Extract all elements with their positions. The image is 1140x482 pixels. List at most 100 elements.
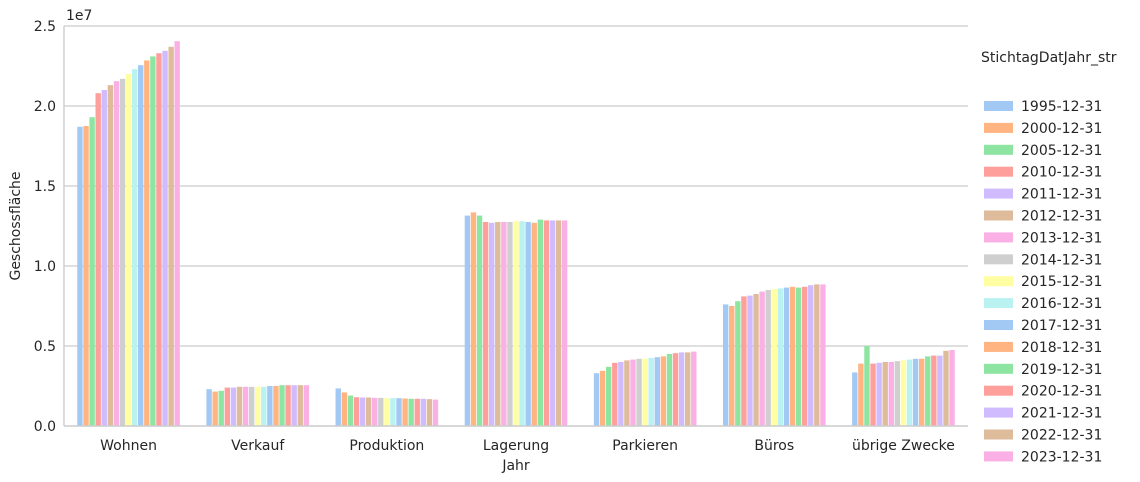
bar <box>414 398 420 426</box>
bar <box>489 222 495 426</box>
bar <box>131 69 138 426</box>
x-tick-label: Lagerung <box>483 438 549 454</box>
bar <box>279 385 285 426</box>
y-tick-label: 0.0 <box>34 419 56 435</box>
bar <box>648 358 654 426</box>
bar <box>101 90 107 426</box>
bar <box>900 360 907 426</box>
legend-entry: 2016-12-31 <box>1021 296 1102 312</box>
y-tick-label: 2.5 <box>34 19 56 35</box>
bar <box>777 288 784 426</box>
bar <box>937 355 943 426</box>
bar <box>722 304 729 426</box>
bar <box>168 46 174 427</box>
bar <box>931 355 937 426</box>
legend-entry: 2022-12-31 <box>1021 428 1102 444</box>
bar <box>464 215 471 426</box>
bar <box>212 391 218 426</box>
bar <box>255 386 261 426</box>
bar <box>888 362 894 426</box>
bar <box>870 363 876 426</box>
bar <box>426 399 433 426</box>
bars <box>77 41 955 427</box>
bar <box>248 386 255 426</box>
bar <box>549 220 556 426</box>
legend-swatch <box>984 385 1013 396</box>
bar <box>144 60 150 427</box>
legend-entry: 2014-12-31 <box>1021 252 1102 268</box>
x-tick-label: übrige Zwecke <box>852 438 955 454</box>
bar <box>771 289 777 426</box>
bar <box>624 360 630 426</box>
bar <box>218 390 224 426</box>
bar <box>858 363 864 426</box>
bar <box>654 357 660 426</box>
bar <box>495 222 501 426</box>
bar <box>759 291 765 426</box>
bar <box>89 117 95 426</box>
legend-swatch <box>984 341 1013 352</box>
bar <box>531 222 537 426</box>
bar <box>795 287 802 426</box>
bar <box>353 397 360 426</box>
legend-entry: 2020-12-31 <box>1021 384 1102 400</box>
legend-swatch <box>984 451 1013 462</box>
bar <box>561 220 568 426</box>
x-tick-label: Verkauf <box>231 438 285 454</box>
bar <box>470 212 477 426</box>
legend-entry: 2018-12-31 <box>1021 340 1102 356</box>
legend-entry: 2017-12-31 <box>1021 318 1102 334</box>
bar <box>789 286 796 426</box>
bar <box>672 353 679 426</box>
y-tick-label: 0.5 <box>34 339 56 355</box>
legend-swatch <box>984 276 1013 287</box>
legend-swatch <box>984 298 1013 309</box>
bar <box>783 287 790 426</box>
legend-swatch <box>984 122 1013 133</box>
bar <box>138 65 144 426</box>
bar <box>378 397 384 426</box>
bar <box>814 284 820 426</box>
bar <box>432 399 439 426</box>
bar <box>83 126 89 426</box>
bar <box>501 222 507 426</box>
bar <box>820 284 826 426</box>
x-tick-label: Produktion <box>349 438 424 454</box>
bar <box>236 386 243 426</box>
legend-swatch <box>984 144 1013 155</box>
legend-swatch <box>984 429 1013 440</box>
legend-entry: 2011-12-31 <box>1021 187 1102 203</box>
bar <box>660 356 667 426</box>
bar <box>630 359 636 426</box>
bar <box>618 362 624 426</box>
bar <box>359 397 366 426</box>
bar <box>642 358 648 426</box>
legend-swatch <box>984 320 1013 330</box>
bar <box>735 301 741 426</box>
x-tick-label: Büros <box>754 438 794 454</box>
legend-entry: 2000-12-31 <box>1021 121 1102 137</box>
bar <box>390 398 396 426</box>
legend-swatch <box>984 363 1013 374</box>
bar <box>230 387 237 426</box>
bar <box>156 53 162 426</box>
bar <box>341 392 348 426</box>
bar <box>402 398 408 426</box>
bar <box>224 387 231 426</box>
y-axis-title: Geschossfläche <box>8 171 24 280</box>
legend-entry: 1995-12-31 <box>1021 99 1102 115</box>
bar <box>691 351 697 426</box>
bar <box>267 386 273 426</box>
bar <box>555 220 562 426</box>
bar <box>747 295 753 426</box>
bar <box>537 219 543 426</box>
bar <box>476 215 483 426</box>
bar <box>303 385 310 426</box>
bar <box>513 221 519 426</box>
bar <box>882 362 888 426</box>
bar <box>507 222 513 426</box>
bar <box>741 296 747 426</box>
y-tick-labels: 0.0 0.5 1.0 1.5 2.0 2.5 <box>34 19 56 435</box>
bar <box>543 220 550 426</box>
legend-entry: 2023-12-31 <box>1021 449 1102 465</box>
